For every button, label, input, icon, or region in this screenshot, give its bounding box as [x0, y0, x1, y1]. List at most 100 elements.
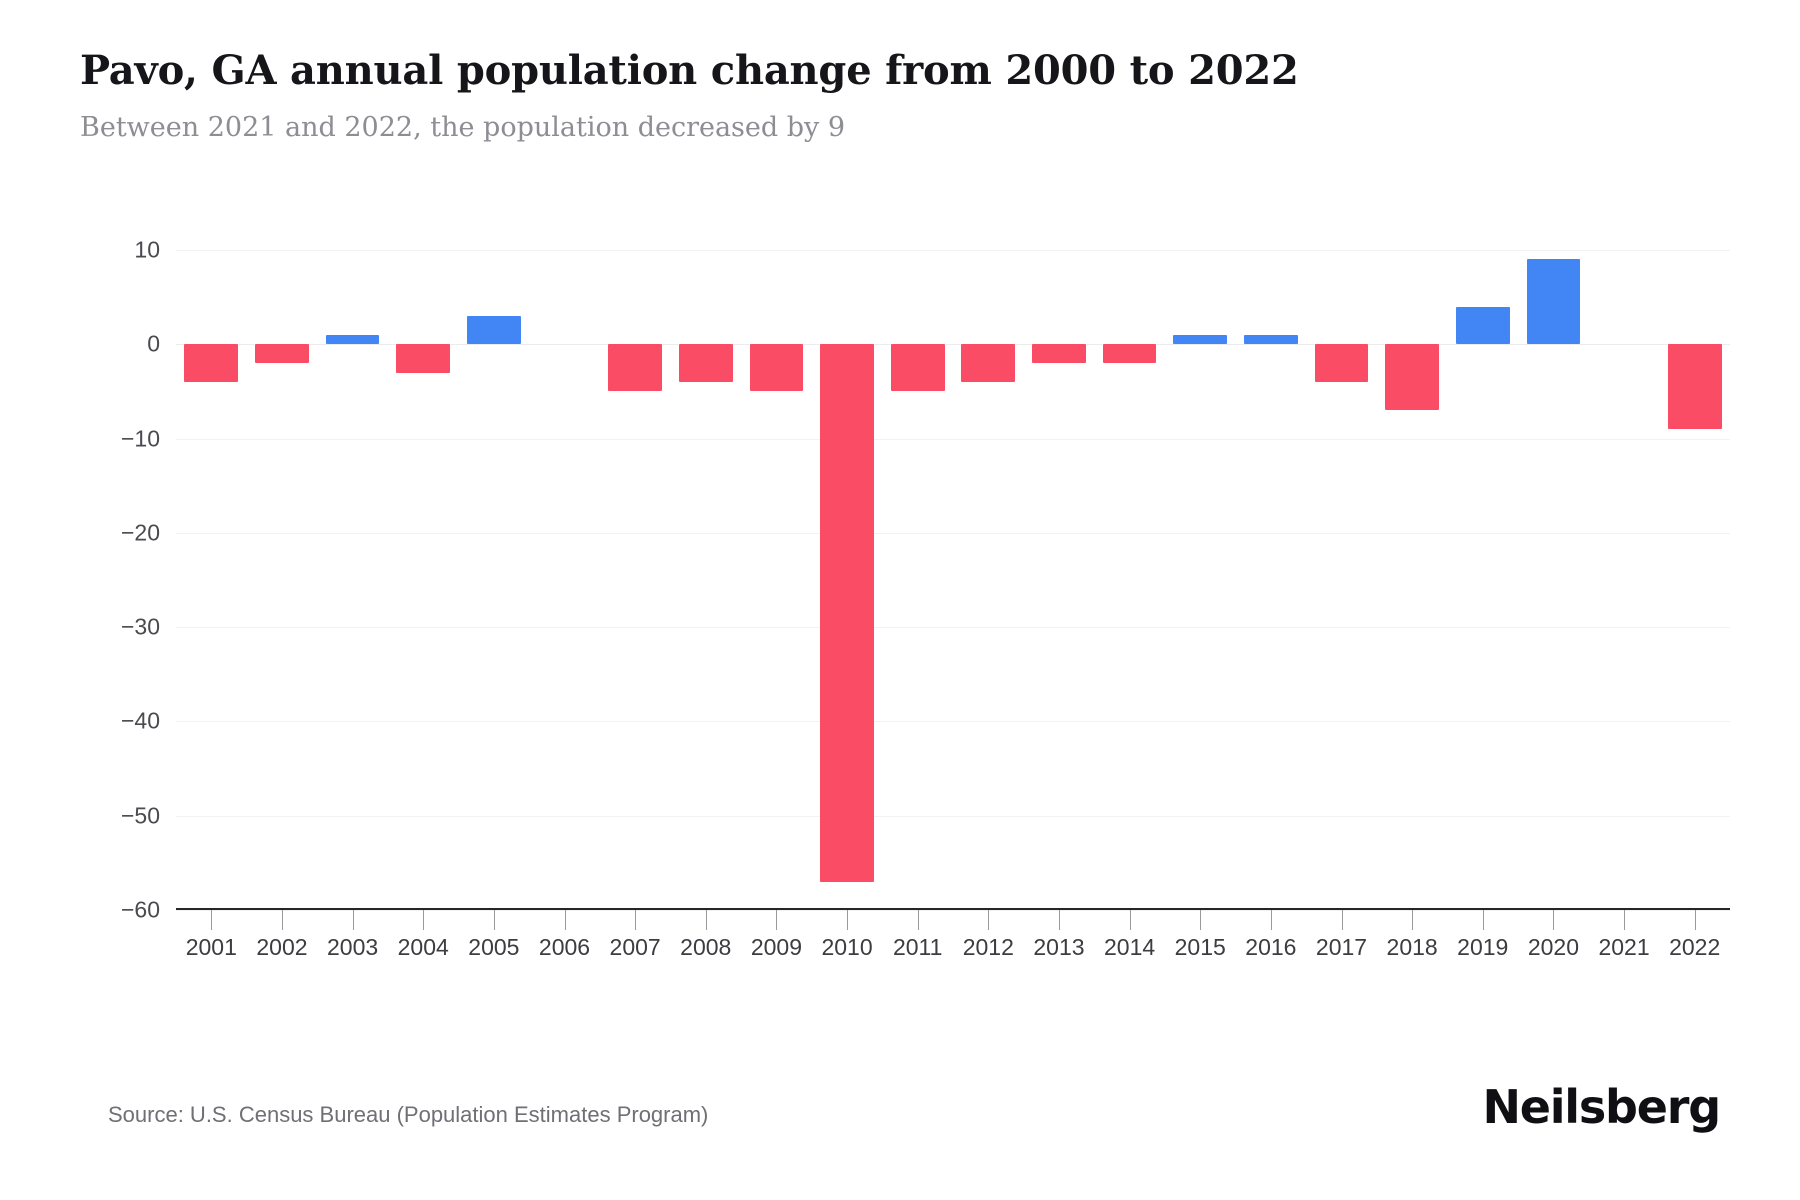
bar[interactable] — [1244, 334, 1298, 345]
bar[interactable] — [678, 344, 733, 382]
x-axis-tick-label: 2020 — [1527, 934, 1579, 960]
x-axis-tick-mark — [1412, 910, 1414, 930]
bar-slot — [812, 250, 883, 910]
bar[interactable] — [961, 344, 1016, 382]
x-axis-tick-label: 2010 — [821, 934, 873, 960]
x-axis-tick-mark — [564, 910, 566, 930]
x-axis-tick-label: 2019 — [1457, 934, 1509, 960]
gridline — [176, 627, 1730, 629]
x-axis-tick-mark — [776, 910, 778, 930]
bar-slot — [953, 250, 1024, 910]
bar[interactable] — [184, 344, 239, 382]
bar[interactable] — [820, 344, 874, 882]
x-axis-tick-mark — [211, 910, 213, 930]
x-axis-tick-label: 2002 — [256, 934, 308, 960]
bar-slot — [1236, 250, 1307, 910]
bar-slot — [1589, 250, 1660, 910]
bar[interactable] — [749, 344, 804, 392]
bar-slot — [670, 250, 741, 910]
x-axis-tick-mark — [1341, 910, 1343, 930]
bar-slot — [388, 250, 459, 910]
bar-slot — [1659, 250, 1730, 910]
x-axis-tick-label: 2015 — [1174, 934, 1226, 960]
bar-series — [176, 250, 1730, 910]
x-axis-tick-label: 2003 — [326, 934, 379, 960]
x-axis-tick-mark — [1694, 910, 1696, 930]
x-axis-tick-mark — [847, 910, 849, 930]
bar[interactable] — [1385, 344, 1439, 411]
bar-slot — [1518, 250, 1589, 910]
y-axis-tick-label: 0 — [147, 330, 160, 357]
x-axis-tick-label: 2017 — [1315, 934, 1368, 960]
x-axis-tick-mark — [1624, 910, 1626, 930]
x-axis-tick-mark — [281, 910, 283, 930]
x-axis-tick-label: 2016 — [1245, 934, 1297, 960]
x-axis-tick-label: 2005 — [468, 934, 520, 960]
gridline — [176, 250, 1730, 251]
x-axis-tick-label: 2001 — [185, 934, 237, 960]
x-axis-tick-mark — [352, 910, 354, 930]
x-axis-tick-label: 2006 — [538, 934, 591, 960]
x-axis-tick-label: 2022 — [1669, 934, 1721, 960]
x-axis-tick-mark — [1058, 910, 1060, 930]
bar[interactable] — [608, 344, 662, 392]
bar-slot — [600, 250, 671, 910]
chart-plot-area: 10 0 −10 −20 −30 −40 −50 −60 2001 2002 2003 2004 20… — [0, 237, 1800, 960]
x-axis-tick-mark — [1482, 910, 1484, 930]
bar[interactable] — [255, 344, 309, 364]
x-axis-line — [176, 908, 1730, 910]
x-axis-tick-label: 2014 — [1103, 934, 1156, 960]
x-axis-labels: 2001 2002 2003 2004 2005 2006 2007 2008 2009 2010… — [176, 934, 1730, 974]
bar-slot — [176, 250, 247, 910]
bar[interactable] — [1102, 344, 1157, 364]
bar[interactable] — [325, 334, 380, 345]
gridline — [176, 532, 1730, 534]
x-axis-tick-mark — [1553, 910, 1555, 930]
bar[interactable] — [396, 344, 451, 373]
bar[interactable] — [1173, 334, 1228, 345]
bar[interactable] — [1032, 344, 1086, 364]
bar-slot — [317, 250, 388, 910]
y-axis-tick-label: −10 — [120, 425, 160, 452]
chart-footer: Source: U.S. Census Bureau (Population E… — [0, 1080, 1800, 1160]
chart-subtitle: Between 2021 and 2022, the population de… — [80, 112, 846, 143]
x-axis-tick-mark — [705, 910, 707, 930]
bar-slot — [741, 250, 812, 910]
x-axis-tick-label: 2007 — [609, 934, 661, 960]
y-axis-tick-label: −50 — [120, 802, 160, 829]
x-axis-tick-mark — [493, 910, 495, 930]
gridline — [176, 815, 1730, 817]
x-axis-tick-label: 2004 — [397, 934, 449, 960]
x-axis-tick-mark — [423, 910, 425, 930]
bar-slot — [1306, 250, 1377, 910]
plot-canvas — [176, 250, 1730, 911]
bar-slot — [1165, 250, 1236, 910]
x-axis-tick-label: 2011 — [892, 934, 943, 960]
x-axis-tick-mark — [1129, 910, 1131, 930]
bar[interactable] — [1455, 306, 1510, 345]
x-axis-ticks — [176, 910, 1730, 932]
bar[interactable] — [467, 316, 521, 345]
page-title: Pavo, GA annual population change from 2… — [80, 47, 1299, 94]
y-axis: 10 0 −10 −20 −30 −40 −50 −60 — [0, 237, 160, 923]
x-axis-tick-mark — [1200, 910, 1202, 930]
bar-slot — [1024, 250, 1095, 910]
x-axis-tick-label: 2008 — [680, 934, 732, 960]
gridline — [176, 344, 1730, 346]
bar[interactable] — [1526, 259, 1581, 345]
bar-slot — [1094, 250, 1165, 910]
bar[interactable] — [1667, 344, 1722, 430]
y-axis-tick-label: −60 — [120, 896, 160, 923]
brand-logo: Neilsberg — [1482, 1080, 1721, 1134]
bar[interactable] — [890, 344, 945, 392]
source-note: Source: U.S. Census Bureau (Population E… — [108, 1102, 709, 1127]
x-axis-tick-mark — [635, 910, 637, 930]
bar-slot — [1447, 250, 1518, 910]
y-axis-tick-label: 10 — [134, 236, 160, 263]
x-axis-tick-mark — [988, 910, 990, 930]
x-axis-tick-label: 2018 — [1386, 934, 1438, 960]
y-axis-tick-label: −20 — [120, 519, 160, 546]
bar[interactable] — [1314, 344, 1369, 382]
chart-header: Pavo, GA annual population change from 2… — [80, 48, 1720, 144]
bar-slot — [459, 250, 530, 910]
